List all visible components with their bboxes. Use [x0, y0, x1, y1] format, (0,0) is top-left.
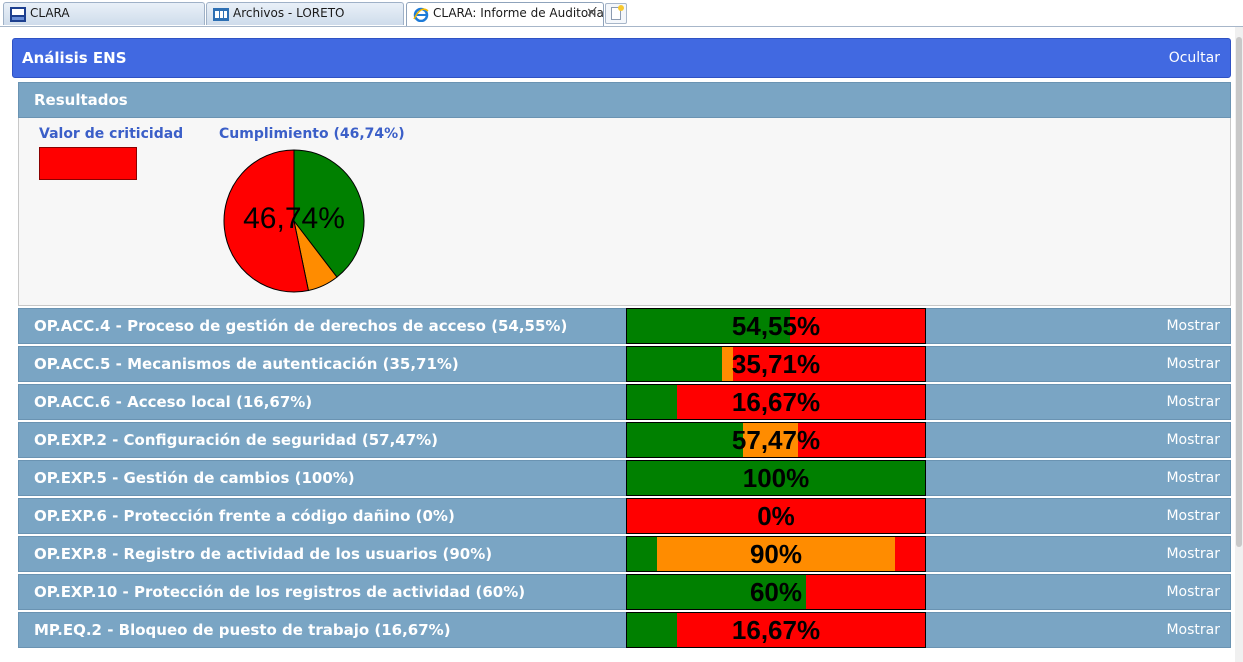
compliance-bar: 16,67%	[626, 612, 926, 648]
bar-segment-orange	[743, 423, 799, 457]
criticality-color-swatch	[39, 147, 137, 180]
compliance-bar: 0%	[626, 498, 926, 534]
control-label: OP.ACC.4 - Proceso de gestión de derecho…	[34, 317, 568, 335]
control-label: OP.EXP.5 - Gestión de cambios (100%)	[34, 469, 355, 487]
bar-percent-label: 100%	[742, 463, 810, 493]
bar-segment-red	[733, 347, 925, 381]
compliance-label: Cumplimiento (46,74%)	[219, 126, 405, 142]
control-row[interactable]: OP.ACC.4 - Proceso de gestión de derecho…	[18, 308, 1231, 344]
control-label: OP.EXP.2 - Configuración de seguridad (5…	[34, 431, 439, 449]
results-header: Resultados	[18, 82, 1231, 118]
tab-label: Archivos - LORETO	[233, 6, 345, 20]
tab-archivos-loreto[interactable]: Archivos - LORETO	[206, 2, 404, 25]
bar-segment-green	[627, 613, 677, 647]
bar-segment-green	[627, 575, 806, 609]
bar-segment-green	[627, 423, 744, 457]
new-tab-button[interactable]	[605, 3, 627, 24]
show-button[interactable]: Mostrar	[1166, 508, 1220, 524]
bar-percent-label: 57,47%	[731, 425, 821, 455]
show-button[interactable]: Mostrar	[1166, 584, 1220, 600]
criticality-label: Valor de criticidad	[39, 126, 184, 142]
pie-percent-label: 46,74%	[243, 202, 345, 235]
show-button[interactable]: Mostrar	[1166, 622, 1220, 638]
control-row[interactable]: OP.EXP.8 - Registro de actividad de los …	[18, 536, 1231, 572]
show-button[interactable]: Mostrar	[1166, 546, 1220, 562]
bar-percent-label: 0%	[757, 501, 795, 531]
control-row[interactable]: MP.EQ.2 - Bloqueo de puesto de trabajo (…	[18, 612, 1231, 648]
pie-slice-red	[223, 149, 310, 293]
control-row[interactable]: OP.EXP.10 - Protección de los registros …	[18, 574, 1231, 610]
compliance-bar: 60%	[626, 574, 926, 610]
new-page-icon	[611, 7, 621, 20]
hide-button[interactable]: Ocultar	[1168, 50, 1220, 66]
control-label: MP.EQ.2 - Bloqueo de puesto de trabajo (…	[34, 621, 451, 639]
compliance-bar: 16,67%	[626, 384, 926, 420]
control-label: OP.ACC.5 - Mecanismos de autenticación (…	[34, 355, 459, 373]
scrollbar-thumb[interactable]	[1236, 37, 1242, 547]
control-row[interactable]: OP.EXP.6 - Protección frente a código da…	[18, 498, 1231, 534]
bar-segment-green	[627, 347, 723, 381]
page-scrollbar[interactable]	[1235, 27, 1243, 662]
show-button[interactable]: Mostrar	[1166, 356, 1220, 372]
bar-percent-label: 60%	[749, 577, 803, 607]
tab-informe-auditoria[interactable]: CLARA: Informe de Auditoría ✕	[406, 2, 604, 26]
bar-segment-green	[627, 309, 790, 343]
control-row[interactable]: OP.EXP.5 - Gestión de cambios (100%) 100%…	[18, 460, 1231, 496]
show-button[interactable]: Mostrar	[1166, 432, 1220, 448]
control-label: OP.EXP.6 - Protección frente a código da…	[34, 507, 455, 525]
show-button[interactable]: Mostrar	[1166, 318, 1220, 334]
ie-browser-icon	[413, 7, 429, 22]
compliance-bar: 100%	[626, 460, 926, 496]
clara-logo-icon	[10, 7, 26, 22]
pie-slice-green	[293, 149, 365, 278]
bar-percent-label: 16,67%	[731, 615, 821, 645]
bar-segment-red	[798, 423, 925, 457]
ens-panel-header: Análisis ENS Ocultar	[12, 38, 1231, 78]
compliance-pie-chart	[223, 149, 365, 293]
bar-segment-green	[627, 537, 657, 571]
bar-segment-orange	[656, 537, 896, 571]
bar-segment-red	[805, 575, 925, 609]
control-label: OP.EXP.10 - Protección de los registros …	[34, 583, 526, 601]
tab-clara[interactable]: CLARA	[3, 2, 205, 25]
bar-segment-red	[789, 309, 925, 343]
results-panel: Valor de criticidad Cumplimiento (46,74%…	[18, 118, 1231, 306]
control-label: OP.ACC.6 - Acceso local (16,67%)	[34, 393, 313, 411]
close-tab-icon[interactable]: ✕	[586, 6, 597, 21]
compliance-bar: 35,71%	[626, 346, 926, 382]
bar-segment-red	[676, 613, 925, 647]
compliance-bar: 54,55%	[626, 308, 926, 344]
compliance-bar: 57,47%	[626, 422, 926, 458]
compliance-bar: 90%	[626, 536, 926, 572]
tab-label: CLARA	[30, 6, 70, 20]
bar-percent-label: 16,67%	[731, 387, 821, 417]
bar-segment-green	[627, 461, 925, 495]
page-title: Análisis ENS	[22, 49, 127, 67]
control-row[interactable]: OP.ACC.5 - Mecanismos de autenticación (…	[18, 346, 1231, 382]
browser-tab-bar: CLARA Archivos - LORETO CLARA: Informe d…	[0, 0, 1243, 27]
folder-app-icon	[213, 8, 229, 21]
bar-segment-red	[676, 385, 925, 419]
bar-segment-red	[627, 499, 925, 533]
bar-percent-label: 35,71%	[731, 349, 821, 379]
tab-label: CLARA: Informe de Auditoría	[433, 6, 604, 20]
bar-segment-orange	[722, 347, 734, 381]
control-row[interactable]: OP.ACC.6 - Acceso local (16,67%) 16,67% Mo…	[18, 384, 1231, 420]
bar-segment-green	[627, 385, 677, 419]
sparkle-icon	[618, 5, 624, 11]
bar-percent-label: 54,55%	[731, 311, 821, 341]
show-button[interactable]: Mostrar	[1166, 394, 1220, 410]
bar-segment-red	[895, 537, 925, 571]
show-button[interactable]: Mostrar	[1166, 470, 1220, 486]
control-label: OP.EXP.8 - Registro de actividad de los …	[34, 545, 493, 563]
bar-percent-label: 90%	[749, 539, 803, 569]
control-row[interactable]: OP.EXP.2 - Configuración de seguridad (5…	[18, 422, 1231, 458]
